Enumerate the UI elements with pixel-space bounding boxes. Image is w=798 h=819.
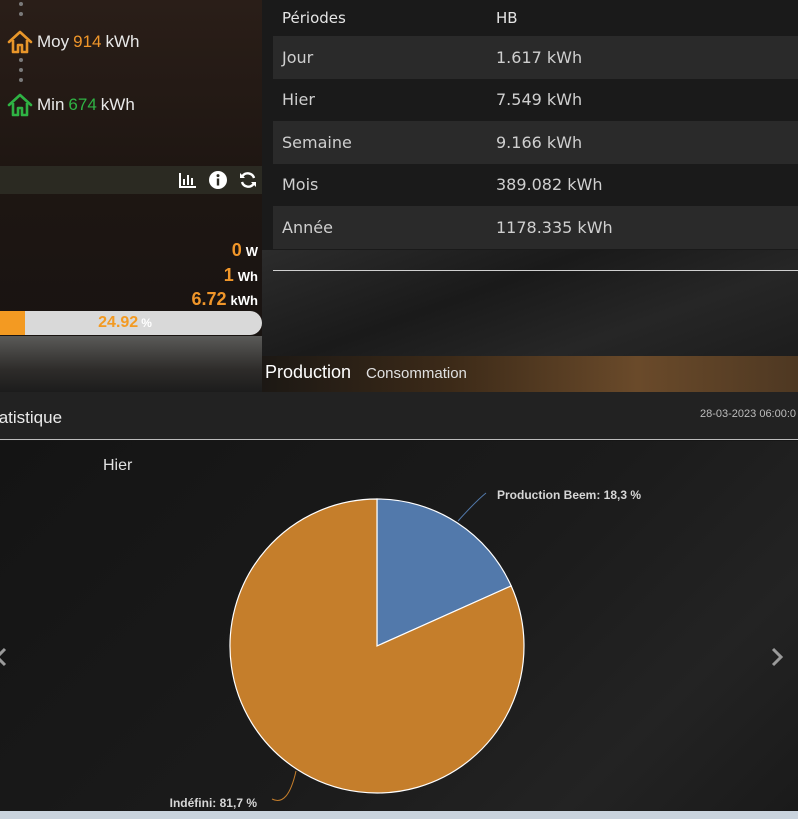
slice-connector — [271, 770, 297, 801]
avg-row: Moy 914 kWh — [7, 30, 140, 54]
timeline-dots — [19, 2, 23, 22]
pie-slice[interactable] — [229, 498, 525, 794]
live-energy-unit: Wh — [237, 269, 258, 284]
tabs-bar: Production Consommation — [262, 356, 798, 392]
background-image — [0, 336, 268, 392]
period-cell: Année — [282, 217, 333, 237]
min-label: Min — [37, 95, 65, 114]
table-row: Année 1178.335 kWh — [273, 206, 798, 249]
value-cell: 1178.335 kWh — [496, 217, 613, 237]
value-cell: 7.549 kWh — [496, 90, 583, 110]
live-total-unit: kWh — [230, 293, 258, 308]
toolbar — [0, 166, 268, 194]
period-cell: Hier — [282, 90, 315, 110]
table-row: Jour 1.617 kWh — [273, 36, 798, 79]
min-unit: kWh — [100, 95, 135, 114]
divider — [273, 270, 798, 271]
table-row: Semaine 9.166 kWh — [273, 121, 798, 164]
slice-connector — [457, 492, 487, 522]
pie-slice[interactable] — [376, 498, 512, 647]
home-icon — [7, 93, 33, 117]
bottom-bar — [0, 811, 798, 819]
table-header: Périodes HB — [273, 0, 798, 36]
statistics-title: tatistique — [0, 408, 63, 427]
slice-label: Indéfini: 81,7 % — [170, 796, 258, 810]
live-energy-value: 1 — [223, 265, 234, 285]
header-hb: HB — [496, 9, 518, 27]
min-value: 674 — [68, 95, 97, 114]
summary-panel: Moy 914 kWh Min 674 kWh — [0, 0, 268, 392]
progress-bar: 24.92% — [0, 311, 262, 335]
period-cell: Semaine — [282, 132, 352, 152]
periods-table: Périodes HB Jour 1.617 kWh Hier 7.549 kW… — [273, 0, 798, 249]
chart-icon[interactable] — [178, 170, 198, 190]
statistics-header: tatistique 28-03-2023 06:00:0 — [0, 392, 798, 440]
chevron-right-icon[interactable] — [766, 646, 788, 668]
value-cell: 9.166 kWh — [496, 132, 583, 152]
progress-fill — [0, 311, 25, 335]
progress-label: 24.92% — [0, 314, 262, 332]
chart-title: Hier — [103, 457, 133, 474]
table-row: Hier 7.549 kWh — [273, 79, 798, 122]
period-cell: Jour — [282, 47, 314, 67]
table-row: Mois 389.082 kWh — [273, 164, 798, 207]
live-power-value: 0 — [231, 240, 242, 260]
slice-label: Production Beem: 18,3 % — [497, 488, 641, 502]
info-icon[interactable] — [208, 170, 228, 190]
pie-chart: Hier Production Beem: 18,3 % Indéfini: 81… — [103, 457, 641, 810]
header-periods: Périodes — [282, 9, 346, 27]
live-total: 6.72 kWh — [192, 289, 259, 310]
refresh-icon[interactable] — [238, 170, 258, 190]
live-total-value: 6.72 — [191, 289, 227, 309]
progress-value: 24.92 — [98, 314, 139, 331]
value-cell: 1.617 kWh — [496, 47, 583, 67]
live-power-unit: W — [245, 244, 258, 259]
value-cell: 389.082 kWh — [496, 175, 603, 195]
tab-production[interactable]: Production — [265, 362, 352, 382]
avg-value: 914 — [73, 32, 102, 51]
chevron-left-icon[interactable] — [0, 646, 12, 668]
chart-area: Hier Production Beem: 18,3 % Indéfini: 81… — [0, 441, 798, 811]
avg-unit: kWh — [105, 32, 140, 51]
statistics-date: 28-03-2023 06:00:0 — [700, 408, 797, 420]
timeline-dots — [19, 58, 23, 88]
periods-panel: Périodes HB Jour 1.617 kWh Hier 7.549 kW… — [262, 0, 798, 392]
progress-unit: % — [141, 316, 152, 330]
live-energy: 1 Wh — [224, 265, 258, 286]
background-image — [262, 250, 798, 356]
home-icon — [7, 30, 33, 54]
min-row: Min 674 kWh — [7, 93, 135, 117]
avg-label: Moy — [37, 32, 70, 51]
tab-consumption[interactable]: Consommation — [366, 365, 467, 382]
period-cell: Mois — [282, 175, 319, 195]
